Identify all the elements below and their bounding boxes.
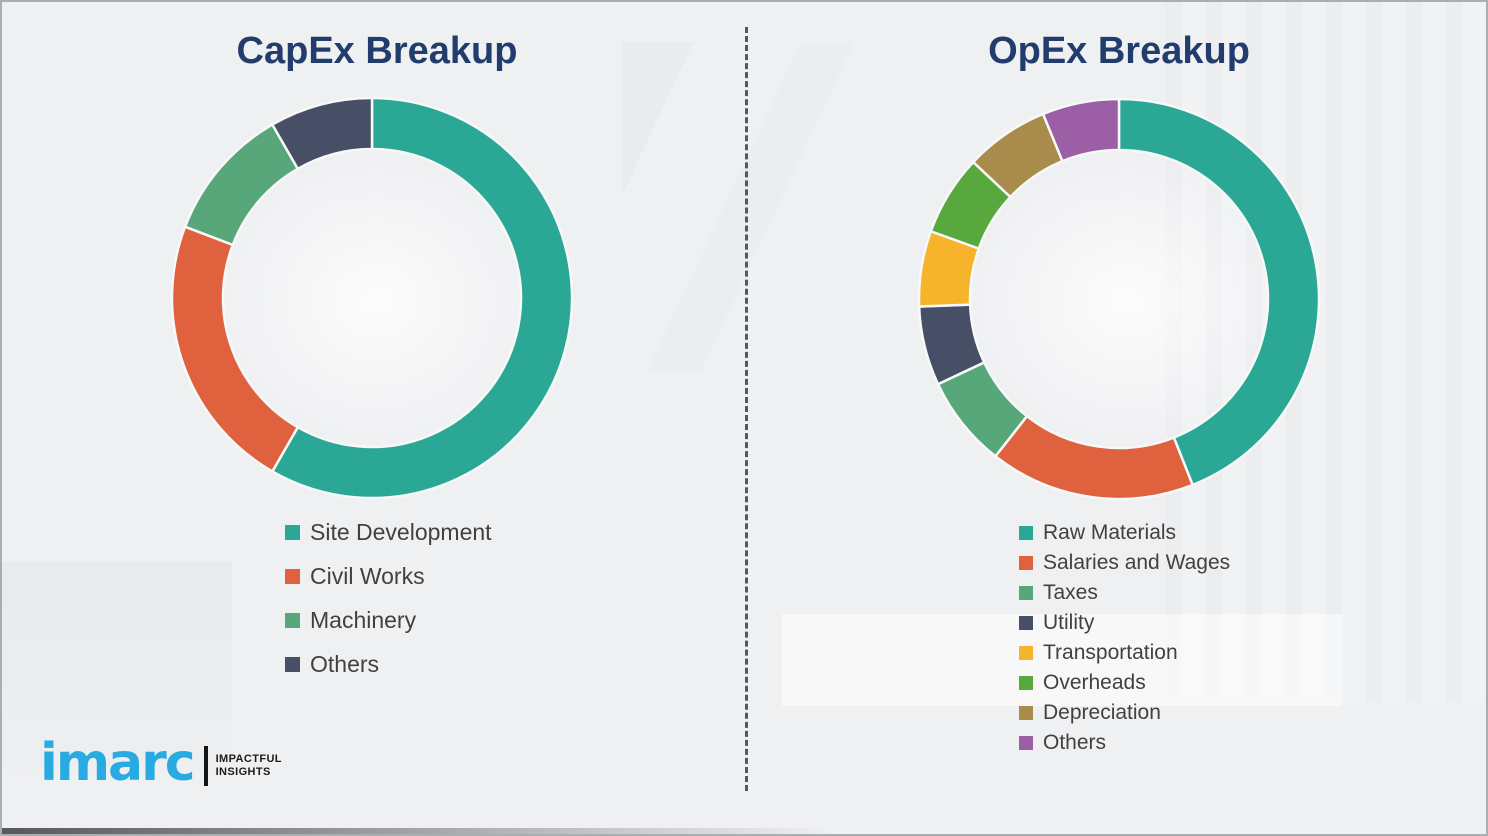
- background-shadow: [2, 828, 834, 834]
- donut-slice-civil-works: [170, 225, 300, 474]
- opex-legend: Raw Materials Salaries and Wages Taxes Util…: [1019, 518, 1230, 758]
- legend-swatch: [1019, 526, 1033, 540]
- legend-swatch: [285, 524, 300, 540]
- logo-tagline-line1: IMPACTFUL: [215, 753, 282, 766]
- panel-divider: [745, 27, 748, 791]
- legend-item-raw-materials: Raw Materials: [1019, 518, 1230, 548]
- legend-item-machinery: Machinery: [285, 598, 492, 642]
- capex-legend: Site Development Civil Works Machinery Othe…: [285, 510, 492, 686]
- imarc-logo: imarc IMPACTFUL INSIGHTS: [40, 733, 282, 793]
- donut-slice-salaries-and-wages: [993, 414, 1195, 501]
- legend-item-utility: Utility: [1019, 608, 1230, 638]
- legend-swatch: [1019, 616, 1033, 630]
- legend-item-site-development: Site Development: [285, 510, 492, 554]
- logo-divider-bar: [203, 746, 208, 787]
- legend-item-others: Others: [1019, 728, 1230, 758]
- legend-swatch: [1019, 736, 1033, 750]
- legend-label: Overheads: [1043, 671, 1146, 694]
- imarc-brand-text: imarc: [40, 733, 196, 793]
- legend-item-civil-works: Civil Works: [285, 554, 492, 598]
- logo-tagline: IMPACTFUL INSIGHTS: [216, 753, 282, 779]
- legend-swatch: [1019, 706, 1033, 720]
- legend-label: Utility: [1043, 611, 1095, 634]
- legend-label: Salaries and Wages: [1043, 551, 1231, 574]
- opex-chart-title: OpEx Breakup: [988, 30, 1250, 72]
- capex-chart-title: CapEx Breakup: [236, 30, 518, 72]
- legend-label: Others: [1043, 731, 1107, 754]
- legend-label: Transportation: [1043, 641, 1178, 664]
- legend-item-overheads: Overheads: [1019, 668, 1230, 698]
- legend-label: Taxes: [1043, 581, 1098, 604]
- legend-label: Others: [310, 650, 380, 677]
- donut-slice-raw-materials: [1117, 97, 1321, 487]
- legend-item-salaries-and-wages: Salaries and Wages: [1019, 548, 1230, 578]
- legend-swatch: [1019, 586, 1033, 600]
- donut-slice-others: [270, 96, 374, 171]
- legend-swatch: [1019, 676, 1033, 690]
- donut-slice-machinery: [183, 122, 300, 247]
- legend-label: Machinery: [310, 606, 417, 633]
- legend-label: Civil Works: [310, 562, 425, 589]
- opex-donut-chart: [917, 97, 1321, 501]
- legend-item-depreciation: Depreciation: [1019, 698, 1230, 728]
- legend-label: Raw Materials: [1043, 521, 1177, 544]
- legend-swatch: [285, 568, 300, 584]
- legend-swatch: [285, 612, 300, 628]
- donut-slice-site-development: [270, 96, 574, 500]
- legend-swatch: [1019, 556, 1033, 570]
- capex-donut-chart: [170, 96, 574, 500]
- legend-item-taxes: Taxes: [1019, 578, 1230, 608]
- legend-label: Site Development: [310, 518, 492, 545]
- legend-item-others: Others: [285, 642, 492, 686]
- legend-swatch: [1019, 646, 1033, 660]
- legend-swatch: [285, 656, 300, 672]
- donut-slice-others: [1041, 97, 1121, 163]
- logo-tagline-line2: INSIGHTS: [215, 766, 271, 779]
- legend-label: Depreciation: [1043, 701, 1161, 724]
- legend-item-transportation: Transportation: [1019, 638, 1230, 668]
